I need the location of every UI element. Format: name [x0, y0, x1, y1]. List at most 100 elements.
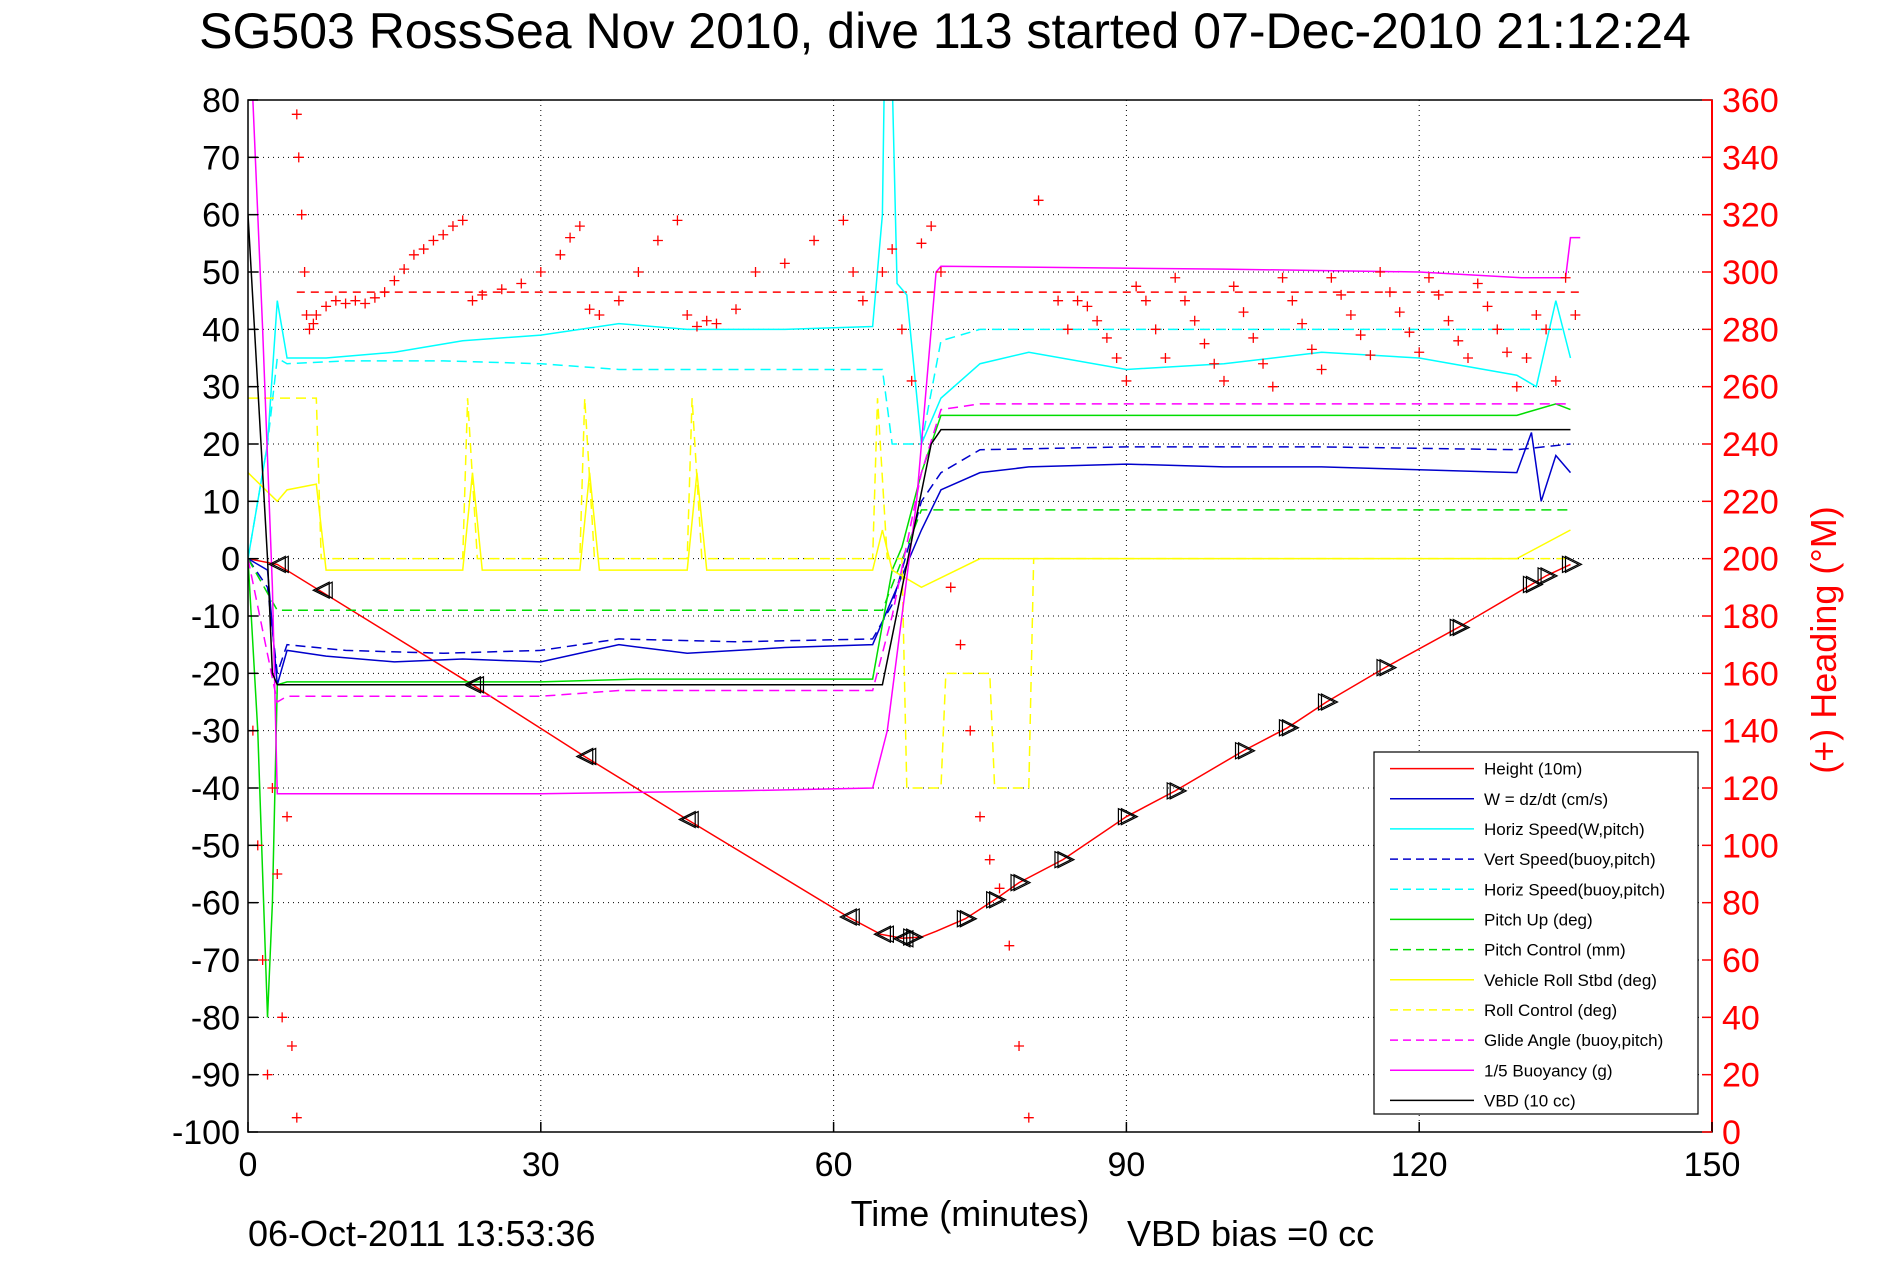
right-y-tick-label: 340	[1722, 139, 1779, 177]
heading-point	[779, 258, 790, 269]
heading-point	[1258, 358, 1269, 369]
heading-point	[304, 324, 315, 335]
height-marker	[677, 810, 696, 829]
legend-entry: Pitch Control (mm)	[1484, 941, 1626, 960]
heading-point	[272, 869, 283, 879]
heading-point	[1121, 375, 1132, 386]
y-tick-label: 30	[202, 369, 240, 407]
heading-point	[296, 209, 307, 220]
heading-point	[1219, 375, 1229, 386]
y-axis-ticks: 80 70 60 50 40 30 20 10 0 -10 -20 -30 -40 -50 -60 -70 -8…	[172, 82, 258, 1152]
right-y-tick-label: 40	[1722, 999, 1760, 1037]
heading-point	[1541, 324, 1552, 335]
height-marker-shadow	[876, 925, 894, 944]
series-line-3	[248, 443, 1571, 674]
y-tick-label: -10	[191, 598, 240, 636]
right-y-axis-label: (+) Heading (°M)	[1803, 506, 1844, 773]
right-y-tick-label: 260	[1722, 369, 1779, 407]
heading-point	[896, 324, 907, 335]
right-y-tick-label: 300	[1722, 254, 1779, 292]
heading-point	[955, 639, 966, 650]
series-line-11	[248, 214, 1571, 686]
height-marker	[1117, 807, 1136, 826]
heading-point	[379, 287, 390, 298]
heading-point	[701, 315, 712, 326]
height-marker-shadow	[1057, 850, 1076, 869]
height-marker	[1054, 850, 1073, 869]
heading-point	[1101, 332, 1112, 343]
heading-point	[1492, 324, 1503, 335]
x-axis-ticks: 0 30 60 90 120 150	[239, 1122, 1740, 1184]
right-y-tick-label: 120	[1722, 770, 1779, 808]
legend-entry: Height (10m)	[1484, 760, 1582, 779]
heading-point	[809, 235, 820, 246]
height-marker	[267, 555, 286, 574]
heading-point	[1521, 353, 1532, 363]
right-y-tick-label: 100	[1722, 827, 1779, 865]
height-marker	[903, 928, 922, 947]
height-marker	[1317, 693, 1336, 711]
y-tick-label: 70	[202, 139, 240, 177]
plot-title: SG503 RossSea Nov 2010, dive 113 started…	[199, 3, 1691, 59]
heading-point	[447, 221, 458, 232]
heading-point	[1267, 381, 1278, 392]
height-marker-shadow	[1540, 566, 1559, 585]
heading-point	[857, 295, 868, 306]
heading-point	[1375, 267, 1386, 277]
height-marker	[1010, 873, 1029, 892]
series-line-2	[248, 100, 1572, 559]
heading-point	[848, 267, 859, 277]
legend-entry: 1/5 Buoyancy (g)	[1484, 1061, 1613, 1080]
heading-point	[299, 267, 310, 277]
heading-point	[1179, 295, 1190, 306]
series-line-8	[248, 397, 1571, 789]
height-marker-shadow	[1379, 658, 1398, 677]
height-marker	[1449, 618, 1468, 637]
right-y-tick-label: 240	[1722, 426, 1779, 464]
height-marker-shadow	[1120, 807, 1139, 826]
vbd-bias-footer: VBD bias =0 cc	[1127, 1213, 1374, 1254]
heading-point	[945, 582, 956, 593]
series-line-9	[248, 403, 1571, 704]
height-marker-shadow	[466, 675, 485, 694]
heading-point	[262, 1069, 273, 1080]
series-line-5	[248, 403, 1571, 1018]
heading-point	[286, 1041, 297, 1051]
heading-point	[652, 235, 663, 246]
heading-point	[293, 152, 304, 163]
heading-point	[1502, 347, 1513, 358]
legend-entry: Vert Speed(buoy,pitch)	[1484, 850, 1656, 869]
heading-point	[574, 221, 585, 232]
height-marker	[463, 675, 482, 694]
y-tick-label: -60	[191, 885, 240, 923]
heading-point	[1570, 310, 1581, 320]
heading-point	[1170, 272, 1181, 283]
y-tick-label: 20	[202, 426, 240, 464]
height-marker	[575, 747, 594, 766]
heading-point	[1345, 310, 1356, 320]
legend-box	[1373, 751, 1699, 1115]
heading-point	[1463, 353, 1473, 363]
heading-point	[1111, 353, 1122, 363]
heading-point	[1014, 1041, 1025, 1051]
series-line-4	[248, 328, 1571, 559]
heading-point	[633, 267, 644, 277]
height-marker	[892, 929, 911, 948]
right-y-tick-label: 360	[1722, 82, 1779, 120]
heading-point	[438, 229, 449, 240]
heading-point	[613, 295, 624, 306]
heading-point	[1209, 358, 1220, 369]
heading-point	[428, 235, 439, 246]
height-marker	[956, 909, 975, 928]
heading-point	[750, 267, 761, 277]
heading-point	[1404, 327, 1415, 338]
heading-point	[1238, 307, 1249, 318]
y-tick-label: 50	[202, 254, 240, 292]
heading-point	[984, 854, 995, 865]
heading-point	[291, 109, 302, 120]
right-y-tick-label: 180	[1722, 598, 1779, 636]
height-markers	[267, 555, 1583, 948]
heading-point	[1560, 272, 1571, 283]
heading-point	[340, 298, 351, 309]
y-tick-label: 60	[202, 197, 240, 235]
